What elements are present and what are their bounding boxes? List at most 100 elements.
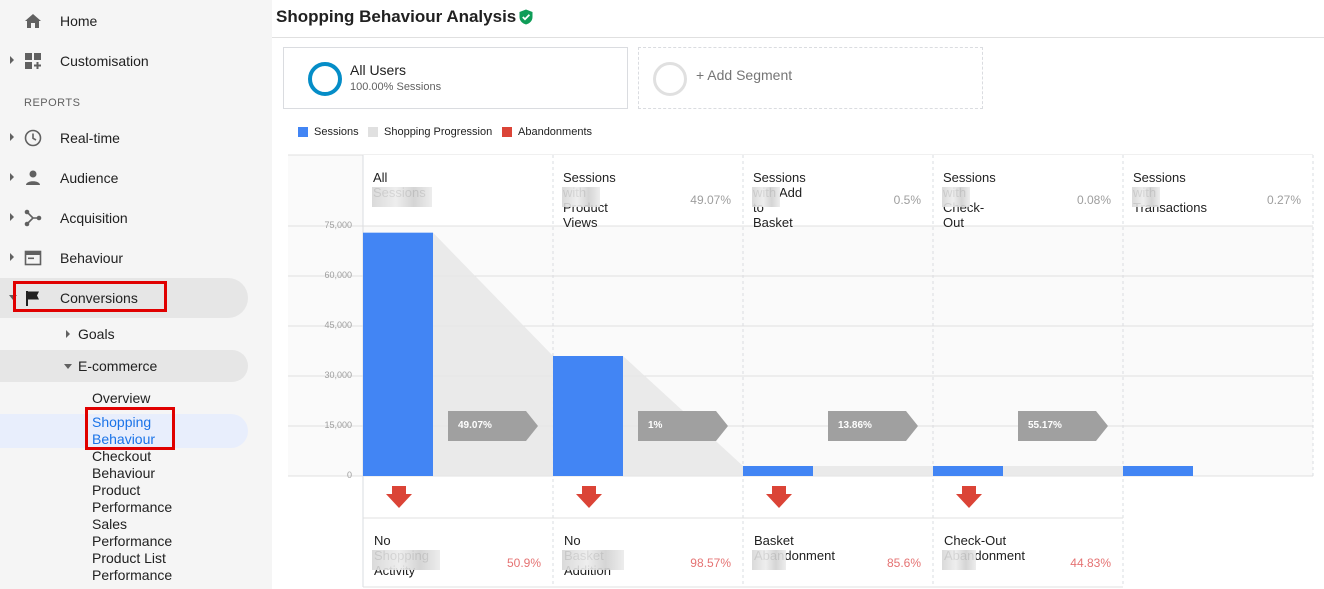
nav-audience[interactable]: Audience xyxy=(0,158,248,198)
redacted-session-count xyxy=(942,187,970,207)
nav-productlist-line1: Product List xyxy=(92,550,166,566)
segment-circle-icon xyxy=(308,62,342,96)
redacted-session-count xyxy=(372,187,432,207)
progression-rate-label: 49.07% xyxy=(458,420,492,431)
segment-name: All Users xyxy=(350,62,407,78)
add-segment-button[interactable]: + Add Segment xyxy=(638,47,983,109)
sessions-bar xyxy=(743,466,813,476)
sessions-bar xyxy=(363,232,433,476)
main-content: Shopping Behaviour Analysis All Users 10… xyxy=(272,0,1324,589)
flag-icon xyxy=(26,291,39,306)
nav-shopping-line2: Behaviour xyxy=(92,431,156,447)
segment-placeholder-circle-icon xyxy=(653,62,687,96)
sessions-bar xyxy=(1123,466,1193,476)
redacted-session-count xyxy=(562,187,600,207)
nav-ecommerce-sales-performance[interactable]: Sales Performance xyxy=(92,516,212,550)
progression-arrow xyxy=(1018,411,1108,441)
page-title: Shopping Behaviour Analysis xyxy=(276,7,517,26)
caret-right-icon xyxy=(10,173,14,181)
abandonment-arrow-icon xyxy=(386,486,412,508)
progression-rate-label: 1% xyxy=(648,420,663,431)
abandonment-percentage: 50.9% xyxy=(506,556,541,570)
person-icon xyxy=(26,170,40,185)
nav-behaviour[interactable]: Behaviour xyxy=(0,238,248,278)
sessions-bar xyxy=(553,356,623,476)
nav-audience-label: Audience xyxy=(60,170,119,186)
nav-sales-line2: Performance xyxy=(92,533,173,549)
nav-ecommerce-product-performance[interactable]: Product Performance xyxy=(92,482,212,516)
progression-arrow xyxy=(638,411,728,441)
nav-sales-line1: Sales xyxy=(92,516,128,532)
nav-product-line2: Performance xyxy=(92,499,173,515)
legend-sessions: Sessions xyxy=(298,126,359,138)
redacted-session-count xyxy=(1132,187,1160,207)
nav-realtime[interactable]: Real-time xyxy=(0,118,248,158)
title-bar: Shopping Behaviour Analysis xyxy=(272,0,1324,38)
nav-customisation[interactable]: Customisation xyxy=(0,41,248,81)
nav-goals[interactable]: Goals xyxy=(78,326,115,342)
y-axis-tick-label: 0 xyxy=(346,470,352,480)
stage-percentage: 0.08% xyxy=(1076,193,1111,207)
caret-right-icon xyxy=(10,133,14,141)
nav-ecommerce-checkout-behaviour[interactable]: Checkout Behaviour xyxy=(92,448,212,482)
abandonment-arrow-icon xyxy=(576,486,602,508)
abandonment-percentage: 98.57% xyxy=(690,556,731,570)
progression-rate-label: 13.86% xyxy=(838,420,872,431)
redacted-abandonment-count xyxy=(942,550,976,570)
sidebar: Home Customisation REPORTS Real-time Aud… xyxy=(0,0,272,589)
dashboard-grid-icon xyxy=(25,53,41,69)
stage-percentage: 49.07% xyxy=(690,193,731,207)
nav-acquisition[interactable]: Acquisition xyxy=(0,198,248,238)
legend-label: Abandonments xyxy=(518,126,592,138)
shopping-behaviour-annotation-box xyxy=(85,407,175,450)
segment-all-users[interactable]: All Users 100.00% Sessions xyxy=(283,47,628,109)
nav-home-label: Home xyxy=(60,13,98,29)
nav-conversions-label: Conversions xyxy=(60,290,138,306)
legend-label: Sessions xyxy=(314,126,359,138)
y-axis-tick-label: 60,000 xyxy=(324,270,352,280)
stage-percentage: 0.5% xyxy=(893,193,921,207)
y-axis-tick-label: 75,000 xyxy=(324,220,352,230)
nav-ecommerce-product-list-performance[interactable]: Product List Performance xyxy=(92,550,212,584)
sessions-bar xyxy=(933,466,1003,476)
abandonment-percentage: 85.6% xyxy=(886,556,921,570)
clock-icon xyxy=(24,129,42,147)
shopping-progression-area xyxy=(813,466,933,476)
legend-swatch xyxy=(298,127,308,137)
redacted-session-count xyxy=(752,187,780,207)
nav-ecommerce-overview-label: Overview xyxy=(92,390,151,406)
y-axis-tick-label: 15,000 xyxy=(324,420,352,430)
nav-behaviour-label: Behaviour xyxy=(60,250,124,266)
nav-ecommerce-overview[interactable]: Overview xyxy=(92,390,212,407)
y-axis-tick-label: 45,000 xyxy=(324,320,352,330)
nav-productlist-line2: Performance xyxy=(92,567,173,583)
caret-down-icon xyxy=(64,364,72,369)
nav-ecommerce[interactable]: E-commerce xyxy=(78,358,158,374)
segment-detail: 100.00% Sessions xyxy=(350,81,442,93)
redacted-abandonment-count xyxy=(372,550,440,570)
browser-window-icon xyxy=(24,250,42,266)
check-shield-icon[interactable] xyxy=(518,9,534,25)
stage-percentage: 0.27% xyxy=(1266,193,1301,207)
legend-label: Shopping Progression xyxy=(384,126,493,138)
progression-arrow xyxy=(448,411,538,441)
caret-right-icon xyxy=(10,56,14,64)
caret-right-icon xyxy=(10,253,14,261)
nav-home[interactable]: Home xyxy=(0,1,248,41)
home-icon xyxy=(25,14,41,28)
nav-checkout-line1: Checkout xyxy=(92,448,152,464)
progression-rate-label: 55.17% xyxy=(1028,420,1062,431)
legend-swatch xyxy=(502,127,512,137)
caret-right-icon xyxy=(10,213,14,221)
nav-conversions[interactable]: Conversions xyxy=(0,278,248,318)
nav-product-line1: Product xyxy=(92,482,141,498)
redacted-abandonment-count xyxy=(562,550,624,570)
legend-abandonments: Abandonments xyxy=(502,126,592,138)
caret-right-icon xyxy=(66,330,70,338)
nav-ecommerce-shopping-behaviour[interactable]: Shopping Behaviour xyxy=(92,414,212,448)
funnel-svg xyxy=(288,154,1314,588)
ecommerce-highlight xyxy=(0,350,248,382)
conversions-annotation-box xyxy=(13,281,167,312)
nav-acquisition-label: Acquisition xyxy=(60,210,128,226)
nav-realtime-label: Real-time xyxy=(60,130,120,146)
